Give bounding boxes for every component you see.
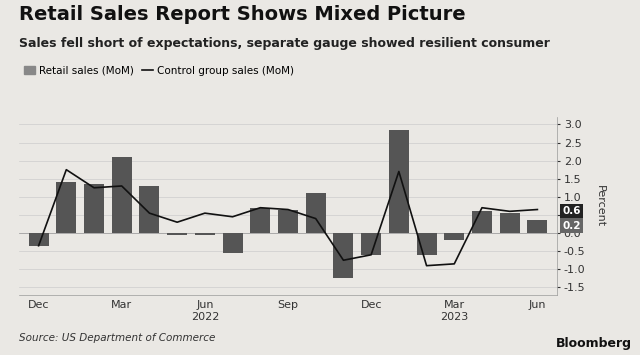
Bar [84, 184, 104, 233]
Bar [444, 233, 464, 240]
Legend: Retail sales (MoM), Control group sales (MoM): Retail sales (MoM), Control group sales … [24, 66, 294, 76]
Bar [472, 211, 492, 233]
Bar [223, 233, 243, 253]
Bar [29, 233, 49, 246]
Bar [333, 233, 353, 278]
Bar [56, 182, 76, 233]
Text: Sales fell short of expectations, separate gauge showed resilient consumer: Sales fell short of expectations, separa… [19, 37, 550, 50]
Text: Bloomberg: Bloomberg [556, 337, 632, 350]
Bar [389, 130, 409, 233]
Bar [527, 220, 547, 233]
Text: Source: US Department of Commerce: Source: US Department of Commerce [19, 333, 216, 343]
Bar [195, 233, 215, 235]
Bar [140, 186, 159, 233]
Bar [278, 209, 298, 233]
Bar [500, 213, 520, 233]
Text: Retail Sales Report Shows Mixed Picture: Retail Sales Report Shows Mixed Picture [19, 5, 466, 24]
Bar [250, 208, 270, 233]
Bar [361, 233, 381, 255]
Y-axis label: Percent: Percent [595, 185, 605, 227]
Bar [417, 233, 436, 255]
Text: 0.2: 0.2 [563, 221, 581, 231]
Text: 0.6: 0.6 [563, 206, 581, 216]
Bar [306, 193, 326, 233]
Bar [167, 233, 187, 235]
Bar [112, 157, 132, 233]
